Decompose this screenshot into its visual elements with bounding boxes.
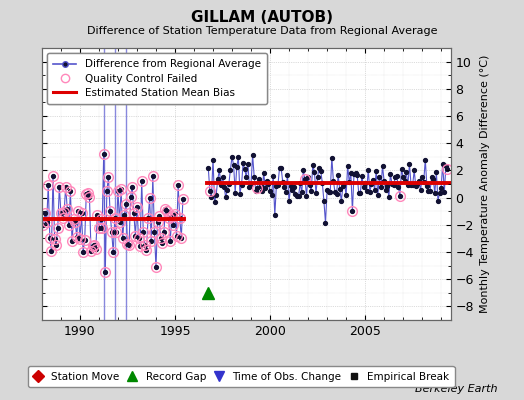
Legend: Station Move, Record Gap, Time of Obs. Change, Empirical Break: Station Move, Record Gap, Time of Obs. C… [28,366,454,387]
Text: GILLAM (AUTOB): GILLAM (AUTOB) [191,10,333,25]
Text: Berkeley Earth: Berkeley Earth [416,384,498,394]
Y-axis label: Monthly Temperature Anomaly Difference (°C): Monthly Temperature Anomaly Difference (… [479,55,489,313]
Text: Difference of Station Temperature Data from Regional Average: Difference of Station Temperature Data f… [87,26,437,36]
Legend: Difference from Regional Average, Quality Control Failed, Estimated Station Mean: Difference from Regional Average, Qualit… [47,53,267,104]
